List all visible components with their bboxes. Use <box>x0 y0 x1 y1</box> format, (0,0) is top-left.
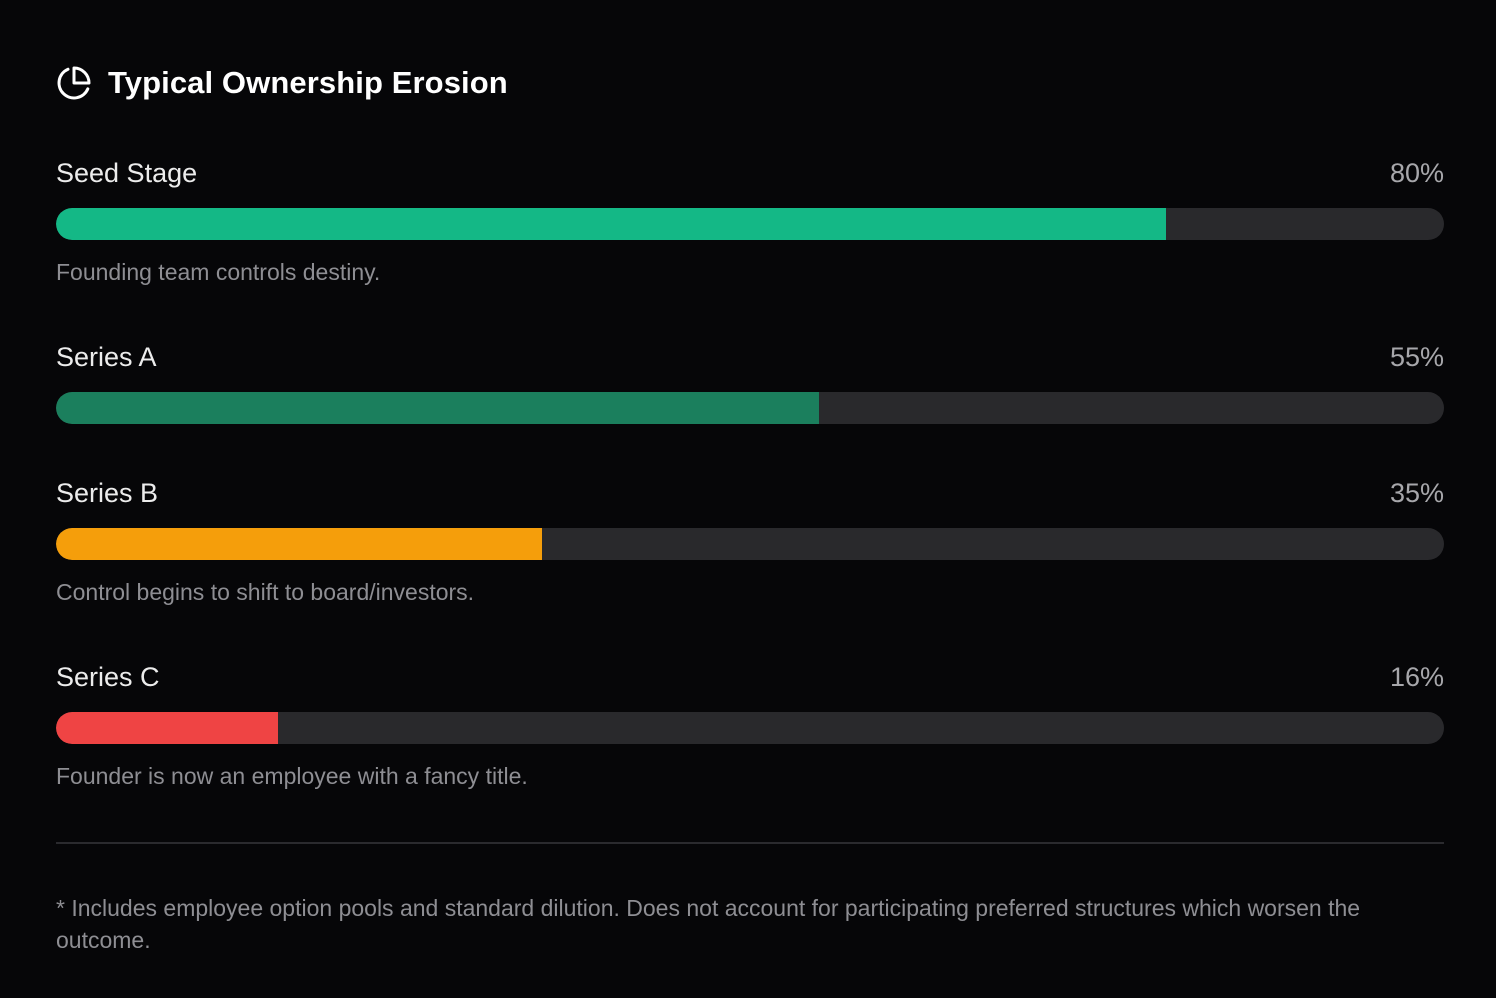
progress-track <box>56 208 1444 240</box>
stage-percentage: 16% <box>1389 662 1444 692</box>
stage-percentage: 35% <box>1389 478 1444 508</box>
pie-chart-icon <box>56 65 92 101</box>
stage-percentage: 55% <box>1389 342 1444 372</box>
progress-track <box>56 528 1444 560</box>
footnote: * Includes employee option pools and sta… <box>56 895 1361 953</box>
stage-percentage: 80% <box>1389 158 1444 188</box>
progress-fill-series-c <box>56 712 279 744</box>
stage-series-a: Series A 55% <box>56 342 1444 424</box>
stage-note: Founding team controls destiny. <box>56 259 381 285</box>
progress-track <box>56 392 1444 424</box>
card-header: Typical Ownership Erosion <box>56 62 508 104</box>
stage-label: Series C <box>56 662 160 692</box>
divider <box>56 842 1444 844</box>
page-title: Typical Ownership Erosion <box>108 65 508 100</box>
progress-fill-series-a <box>56 392 820 424</box>
ownership-erosion-card: Typical Ownership Erosion Seed Stage 80%… <box>56 0 1444 998</box>
progress-track <box>56 712 1444 744</box>
stage-label: Series A <box>56 342 157 372</box>
progress-fill-seed <box>56 208 1167 240</box>
stage-label: Seed Stage <box>56 158 198 188</box>
stage-seed: Seed Stage 80% Founding team controls de… <box>56 158 1444 285</box>
stage-note: Founder is now an employee with a fancy … <box>56 763 528 789</box>
stage-note: Control begins to shift to board/investo… <box>56 579 475 605</box>
stage-series-b: Series B 35% Control begins to shift to … <box>56 478 1444 605</box>
stage-label: Series B <box>56 478 159 508</box>
progress-fill-series-b <box>56 528 542 560</box>
stage-series-c: Series C 16% Founder is now an employee … <box>56 662 1444 789</box>
